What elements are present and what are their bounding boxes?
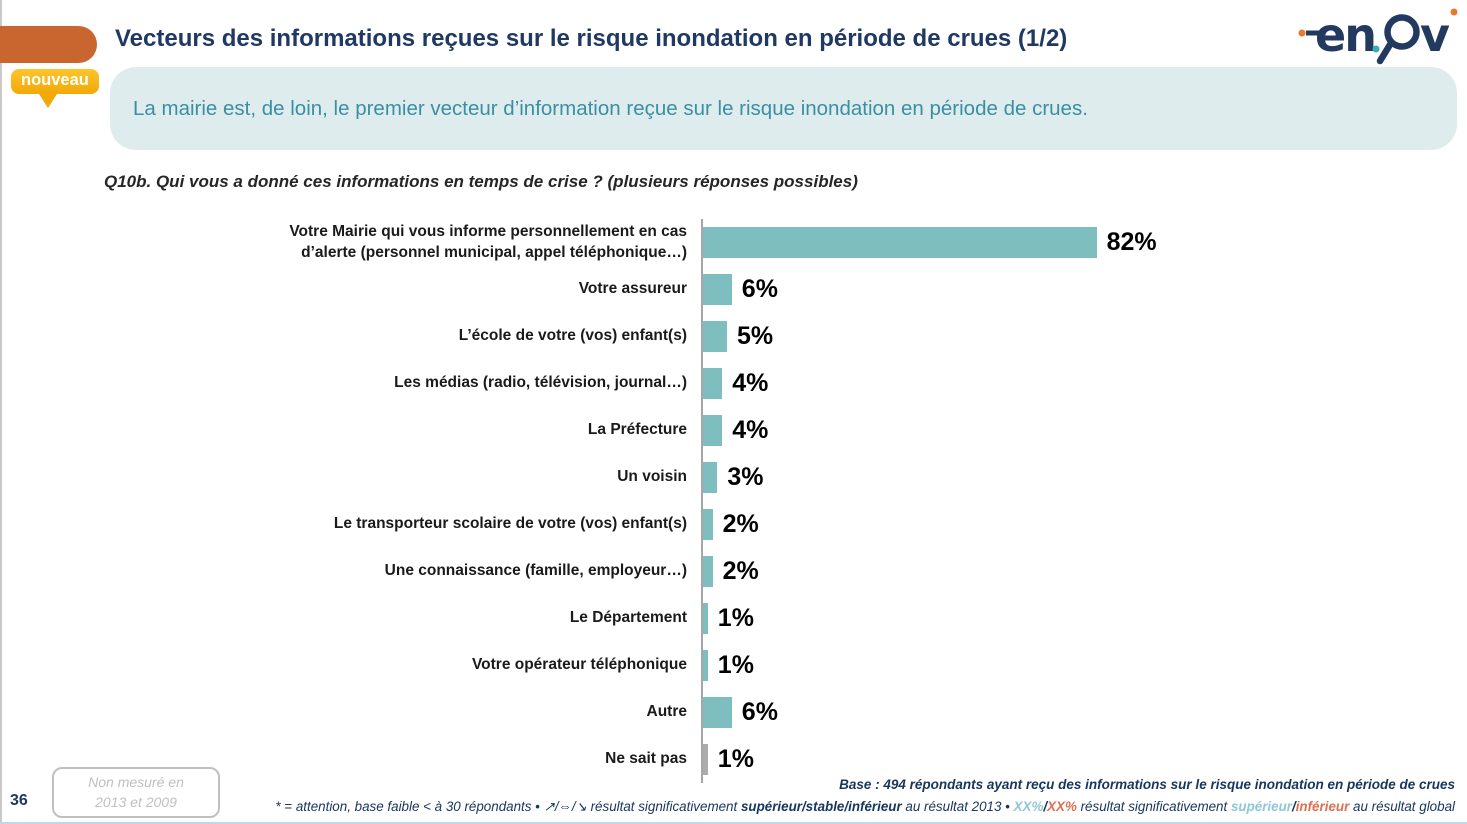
bar-value-label: 3% [727,463,764,491]
bar [703,415,723,446]
chart-row: Les médias (radio, télévision, journal…)… [0,360,1467,407]
footer-segment: XX% [1047,799,1077,814]
chart-row: Un voisin 3% [0,454,1467,501]
chart-row: La Préfecture 4% [0,407,1467,454]
bar-label: Votre Mairie qui vous informe personnell… [289,222,687,261]
bar [703,697,732,728]
chart-row: Le transporteur scolaire de votre (vos) … [0,501,1467,548]
bar-area: 1% [701,595,1467,642]
logo-letter-v: v [1420,8,1450,62]
not-measured-line1: Non mesuré en [88,774,184,790]
footer-segment: * = attention, base faible < à 30 répond… [275,799,544,814]
bar [703,556,713,587]
bar-label: Un voisin [617,468,687,486]
title-accent-shape [0,26,97,63]
slide-bottom-border [0,822,1467,824]
footer-segment: ↗/⇔/↘ [543,799,587,814]
chart-row: Une connaissance (famille, employeur…) 2% [0,548,1467,595]
bar [703,509,713,540]
page-title: Vecteurs des informations reçues sur le … [115,25,1068,52]
not-measured-line2: 2013 et 2009 [95,794,177,811]
bar-value-label: 6% [741,698,778,726]
bar [703,744,708,775]
bar-label: Votre assureur [578,280,687,298]
slide-left-border [0,0,2,824]
footer-segment: / [1291,799,1296,814]
bar-area: 1% [701,736,1467,783]
base-note: Base : 494 répondants ayant reçu des inf… [839,777,1455,792]
nouveau-badge-pointer [39,94,57,108]
chart-row: Votre opérateur téléphonique 1% [0,642,1467,689]
chart-row: Votre assureur 6% [0,266,1467,313]
bar-value-label: 6% [741,275,778,303]
footer-segment: supérieur/stable/inférieur [740,799,902,814]
footer-segment: / [1043,799,1048,814]
enov-logo-icon: en v [1298,8,1458,65]
footer-segment: résultat significativement [586,799,741,814]
bar-value-label: 4% [732,416,769,444]
logo-letters-en: en [1315,8,1375,62]
bar [703,462,718,493]
bar-label: Les médias (radio, télévision, journal…) [394,374,687,392]
chart-row: L’école de votre (vos) enfant(s) 5% [0,313,1467,360]
footer-segment: au résultat 2013 • [901,799,1014,814]
not-measured-note: Non mesuré en 2013 et 2009 [52,767,220,818]
bar-area: 82% [701,219,1467,266]
bar-value-label: 2% [722,510,759,538]
bar-label: L’école de votre (vos) enfant(s) [458,327,687,345]
bar-area: 3% [701,454,1467,501]
footer-segment: résultat significativement [1076,799,1231,814]
bar [703,368,723,399]
bar-label: Le transporteur scolaire de votre (vos) … [333,515,687,533]
bar-value-label: 1% [717,745,754,773]
bar-area: 4% [701,360,1467,407]
footer-legend: * = attention, base faible < à 30 répond… [275,799,1455,815]
bar [703,321,727,352]
bar-label: Une connaissance (famille, employeur…) [384,562,687,580]
bar-area: 4% [701,407,1467,454]
nouveau-badge: nouveau [11,69,99,94]
chart-row: Le Département 1% [0,595,1467,642]
footer-segment: XX% [1013,799,1044,814]
chart-row: Votre Mairie qui vous informe personnell… [0,219,1467,266]
bar [703,650,708,681]
bar-area: 2% [701,501,1467,548]
bar-label: Ne sait pas [605,750,687,768]
chart-row: Ne sait pas 1% [0,736,1467,783]
bar [703,227,1097,258]
footer-segment: au résultat global [1349,799,1455,814]
bar-area: 6% [701,266,1467,313]
bar [703,274,732,305]
bar-chart: Votre Mairie qui vous informe personnell… [0,219,1467,783]
bar-label: Autre [646,703,687,721]
question-text: Q10b. Qui vous a donné ces informations … [104,172,858,191]
bar-value-label: 2% [722,557,759,585]
footer-segment: inférieur [1295,799,1350,814]
enov-logo: en v [1296,4,1461,75]
chart-row: Autre 6% [0,689,1467,736]
footer-segment: supérieur [1230,799,1292,814]
bar-area: 2% [701,548,1467,595]
page-number: 36 [10,792,28,809]
bar-value-label: 5% [737,322,774,350]
bar-label: Votre opérateur téléphonique [471,656,687,674]
bar-area: 1% [701,642,1467,689]
bar-area: 6% [701,689,1467,736]
key-message-banner: La mairie est, de loin, le premier vecte… [110,67,1457,150]
bar-value-label: 4% [732,369,769,397]
bar-label: La Préfecture [587,421,687,439]
bar [703,603,708,634]
bar-value-label: 1% [717,604,754,632]
bar-value-label: 1% [717,651,754,679]
key-message-text: La mairie est, de loin, le premier vecte… [133,96,1088,120]
bar-label: Le Département [569,609,687,627]
bar-value-label: 82% [1106,228,1157,256]
bar-area: 5% [701,313,1467,360]
